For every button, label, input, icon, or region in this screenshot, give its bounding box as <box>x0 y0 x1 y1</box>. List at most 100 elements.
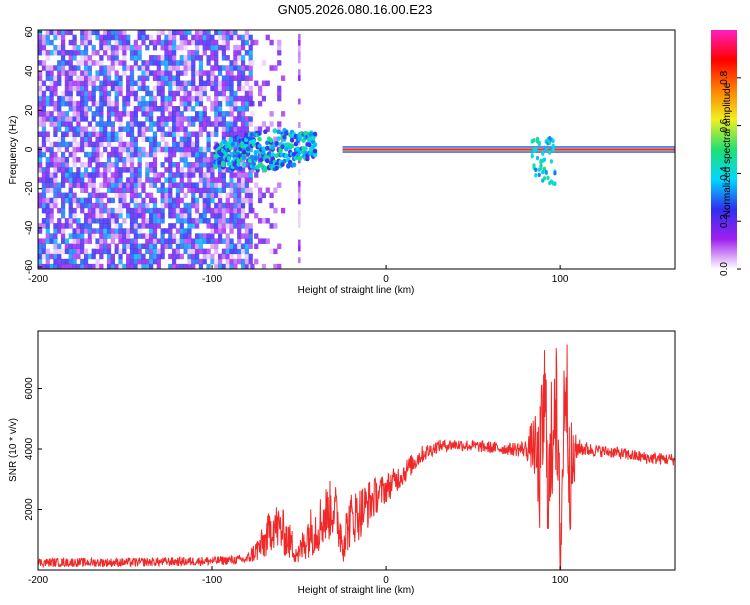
spectrogram-cell <box>282 158 287 164</box>
spectrogram-cell <box>114 85 119 92</box>
spectrogram-cell <box>273 65 278 71</box>
spectrogram-cell <box>168 85 173 92</box>
spectrogram-cell <box>68 65 73 71</box>
spectrogram-cell <box>164 65 169 71</box>
spectrogram-cell <box>118 223 123 229</box>
spectrogram-cell <box>168 253 173 260</box>
spectrogram-cell <box>225 80 230 87</box>
spectrogram-cell <box>194 243 200 250</box>
spectrogram-cell <box>233 263 238 269</box>
spectrogram-cell <box>175 202 181 209</box>
spectrogram-cell <box>237 238 242 244</box>
spectrogram-cell <box>110 228 115 234</box>
spectrogram-cell <box>217 182 223 188</box>
spectrogram-cell <box>68 131 73 137</box>
spectrogram-cell <box>534 146 538 152</box>
spectrogram-cell <box>225 253 230 260</box>
spectrogram-cell <box>179 111 184 117</box>
spectrogram-cell <box>277 39 282 46</box>
colorbar-gradient <box>711 30 737 269</box>
spectrogram-cell <box>118 44 123 51</box>
spectrogram-cell <box>133 233 138 239</box>
spectrogram-cell <box>80 116 85 122</box>
spectrogram-cell <box>45 85 50 92</box>
spectrogram-cell <box>175 248 181 255</box>
spectrogram-cell <box>263 129 268 135</box>
spectrogram-cell <box>229 253 234 260</box>
spectrogram-cell <box>191 223 196 229</box>
spectrogram-cell <box>45 207 50 214</box>
spectrogram-cell <box>152 233 158 239</box>
spectrogram-cell <box>68 121 73 127</box>
spectrogram-cell <box>114 243 119 250</box>
spectrogram-cell <box>534 167 538 173</box>
spectrogram-cell <box>234 165 239 171</box>
spectrogram-cell <box>149 126 154 132</box>
spectrogram-cell <box>221 95 227 102</box>
spectrogram-cell <box>126 80 131 87</box>
spectrogram-cell <box>76 111 81 117</box>
spectrogram-cell <box>57 116 62 122</box>
spectrogram-cell <box>91 75 96 81</box>
spectrogram-cell <box>145 85 150 92</box>
spectrogram-cell <box>87 207 93 214</box>
spectrogram-cell <box>244 248 249 255</box>
spectrogram-cell <box>41 197 47 204</box>
spectrogram-cell <box>183 30 188 36</box>
spectrogram-cell <box>38 116 43 122</box>
spectrogram-cell <box>225 39 230 46</box>
spectrogram-cell <box>233 49 238 56</box>
spectrogram-cell <box>149 243 154 250</box>
spectrogram-cell <box>206 162 211 168</box>
spectrogram-cell <box>160 106 165 112</box>
spectrogram-cell <box>229 263 234 269</box>
spectrogram-cell <box>530 153 534 159</box>
spectrogram-cell <box>194 44 200 51</box>
spectrogram-cell <box>118 238 123 244</box>
spectrogram-cell <box>168 75 173 81</box>
spectrogram-cell <box>172 258 177 265</box>
spectrogram-cell <box>202 44 207 51</box>
spectrogram-cell <box>277 60 282 66</box>
spectrogram-cell <box>221 136 227 143</box>
spectrogram-cell <box>221 111 227 117</box>
spectrogram-cell <box>106 263 112 269</box>
spectrogram-cell <box>160 95 165 102</box>
spectrogram-cell <box>49 39 54 46</box>
spectrogram-cell <box>225 111 230 117</box>
spectrogram-cell <box>60 111 66 117</box>
spectrogram-cell <box>68 258 73 265</box>
spectrogram-cell <box>145 218 150 224</box>
spectrogram-cell <box>183 172 188 178</box>
spectrogram-cell <box>172 238 177 244</box>
spectrogram-cell <box>118 197 123 204</box>
spectrogram-cell <box>87 197 93 204</box>
spectrogram-cell <box>230 142 235 147</box>
spectrogram-cell <box>60 197 66 204</box>
spectrogram-cell <box>273 187 278 193</box>
spectrogram-cell <box>156 177 161 183</box>
spectrogram-cell <box>68 55 73 61</box>
spectrogram-ylabel: Frequency (Hz) <box>8 116 19 185</box>
spectrogram-cell <box>240 70 246 76</box>
spectrogram-cell <box>91 116 96 122</box>
spectrogram-cell <box>76 223 81 229</box>
spectrogram-cell <box>129 70 135 76</box>
spectrogram-cell <box>76 106 81 112</box>
spectrogram-cell <box>225 100 230 107</box>
spectrogram-cell <box>179 218 184 224</box>
spectrogram-cell <box>233 65 238 71</box>
spectrogram-cell <box>99 141 104 148</box>
spectrogram-cell <box>312 152 318 158</box>
spectrogram-cell <box>137 212 142 219</box>
spectrogram-cell <box>76 100 81 107</box>
spectrogram-cell <box>145 151 150 158</box>
spectrogram-cell <box>45 218 50 224</box>
spectrogram-cell <box>64 131 70 137</box>
spectrogram-cell <box>244 187 249 193</box>
spectrogram-cell <box>250 100 255 107</box>
spectrogram-cell <box>202 233 207 239</box>
spectrogram-cell <box>172 248 177 255</box>
spectrogram-cell <box>183 90 188 97</box>
spectrogram-cell <box>141 202 146 209</box>
